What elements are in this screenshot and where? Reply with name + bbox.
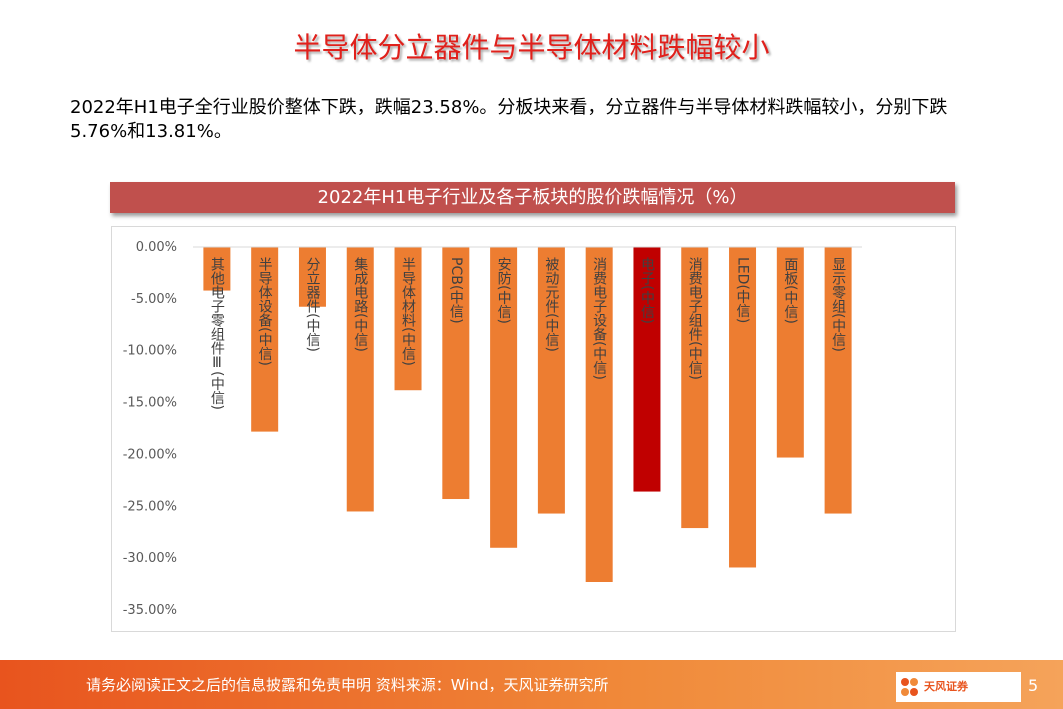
category-label: 面板(中信) (782, 257, 798, 324)
category-label: PCB(中信) (448, 257, 464, 324)
logo-icon (901, 678, 918, 696)
y-tick-label: -15.00% (123, 396, 177, 411)
page-number: 5 (1028, 676, 1039, 695)
footer: 请务必阅读正文之后的信息披露和免责申明 资料来源：Wind，天风证券研究所 天风… (0, 660, 1063, 709)
chart-title: 2022年H1电子行业及各子板块的股价跌幅情况（%） (110, 182, 955, 213)
y-tick-label: -10.00% (123, 344, 177, 359)
category-label: 安防(中信) (496, 257, 512, 324)
y-tick-label: -5.00% (131, 292, 177, 307)
category-label: 显示零组(中信) (830, 257, 846, 352)
category-label: 消费电子设备(中信) (591, 257, 607, 380)
y-tick-label: -30.00% (123, 551, 177, 566)
category-label: 半导体材料(中信) (400, 257, 416, 366)
category-label: 半导体设备(中信) (257, 257, 273, 366)
category-label: LED(中信) (735, 257, 751, 323)
bar (824, 247, 852, 514)
logo-box (896, 672, 1021, 702)
bar (490, 247, 518, 548)
bar (681, 247, 709, 529)
chart: 0.00% -5.00% -10.00% -15.00% -20.00% -25.00% -… (123, 240, 862, 618)
bar (203, 247, 231, 291)
bar (776, 247, 804, 458)
y-tick-label: 0.00% (136, 240, 177, 255)
bar (585, 247, 613, 582)
bar (633, 247, 661, 492)
category-label: 集成电路(中信) (352, 256, 368, 352)
category-label: 电子(中信) (639, 257, 655, 324)
logo-text: 天风证券 (924, 680, 968, 693)
category-label: 分立器件(中信) (304, 257, 320, 352)
slide-title: 半导体分立器件与半导体材料跌幅较小 (293, 31, 770, 64)
bar (298, 247, 326, 307)
paragraph: 2022年H1电子全行业股价整体下跌，跌幅23.58%。分板块来看，分立器件与半… (70, 97, 948, 142)
bar (394, 247, 422, 391)
category-label: 被动元件(中信) (543, 257, 559, 352)
footer-text: 请务必阅读正文之后的信息披露和免责申明 资料来源：Wind，天风证券研究所 (86, 676, 609, 694)
bar (537, 247, 565, 514)
bar (442, 247, 470, 500)
bar (346, 247, 374, 512)
bar (729, 247, 757, 568)
category-label: 消费电子组件(中信) (687, 257, 703, 380)
plot-border (111, 226, 956, 632)
category-label: 其他电子零组件Ⅲ(中信) (209, 257, 225, 410)
bar (251, 247, 279, 432)
y-tick-label: -25.00% (123, 499, 177, 514)
y-tick-label: -20.00% (123, 447, 177, 462)
y-tick-label: -35.00% (123, 603, 177, 618)
